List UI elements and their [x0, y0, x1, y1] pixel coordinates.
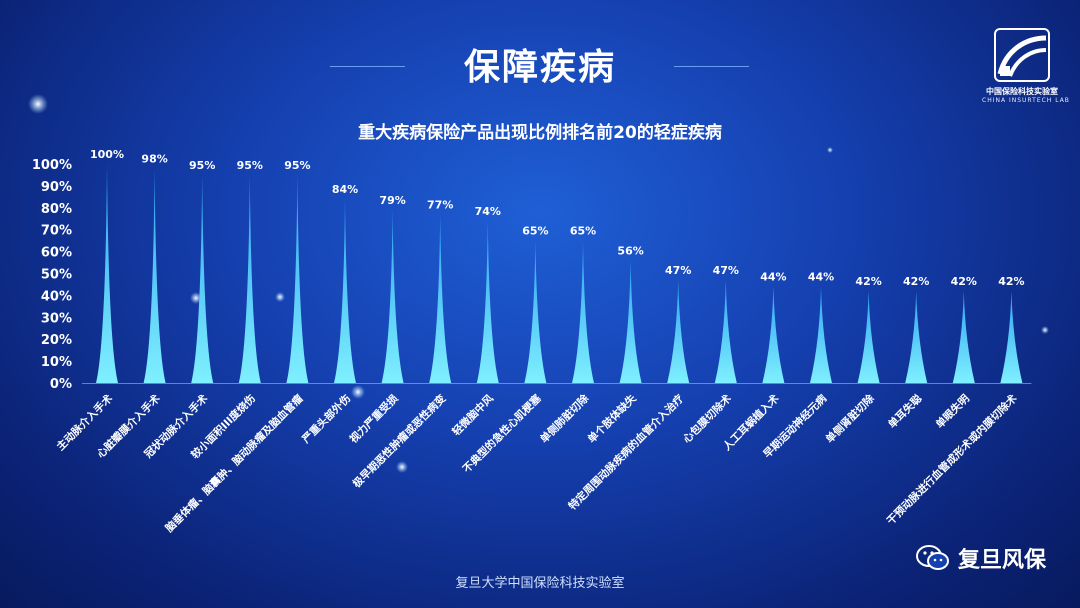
y-tick-label: 30% [41, 311, 72, 326]
data-label: 42% [998, 275, 1024, 288]
page-title: 保障疾病 [463, 47, 616, 88]
y-tick-label: 10% [41, 355, 72, 370]
title-right-line [674, 66, 749, 67]
sparkle-decoration [351, 385, 365, 399]
bar [952, 291, 975, 383]
sparkle-decoration [1041, 326, 1049, 334]
x-tick-label: 单侧肺脏切除 [537, 392, 591, 446]
y-tick-label: 40% [41, 289, 72, 304]
sparkle-decoration [275, 292, 285, 302]
bar [619, 260, 642, 383]
lab-logo: 中国保险科技实验室 CHINA INSURTECH LAB [982, 28, 1070, 104]
data-label: 65% [522, 225, 548, 238]
y-tick-label: 90% [41, 180, 72, 195]
sparkle-decoration [190, 292, 202, 304]
bar [905, 291, 928, 383]
bar [191, 174, 214, 383]
lab-logo-mark [994, 28, 1050, 82]
x-tick-label: 视力严重受损 [347, 392, 401, 446]
chart-title: 重大疾病保险产品出现比例排名前20的轻症疾病 [358, 123, 722, 143]
wechat-account: 复旦风保 [915, 542, 1046, 574]
data-label: 56% [617, 244, 643, 257]
bar [810, 286, 832, 383]
sparkle-decoration [827, 147, 833, 153]
data-label: 47% [713, 264, 739, 277]
bar [667, 280, 690, 383]
data-label: 74% [475, 205, 501, 218]
bar [524, 240, 547, 383]
bar [857, 291, 880, 383]
data-label: 42% [951, 275, 977, 288]
logo-en-text: CHINA INSURTECH LAB [982, 97, 1070, 104]
sparkle-decoration [396, 461, 408, 473]
data-label: 47% [665, 264, 691, 277]
y-tick-label: 60% [41, 246, 72, 261]
bar [143, 168, 166, 383]
y-tick-label: 100% [32, 158, 72, 173]
data-label: 100% [90, 148, 124, 161]
x-tick-label: 严重头部外伤 [299, 392, 353, 446]
data-label: 44% [760, 271, 786, 284]
x-tick-label: 不典型的急性心肌梗塞 [460, 392, 544, 476]
title-left-line [330, 66, 405, 67]
data-label: 44% [808, 271, 834, 284]
bar [762, 286, 785, 383]
wechat-icon [915, 545, 949, 570]
bar [572, 240, 594, 383]
footer-text: 复旦大学中国保险科技实验室 [455, 576, 625, 591]
data-label: 95% [237, 159, 263, 172]
data-label: 98% [141, 152, 167, 165]
bar [476, 220, 499, 383]
data-label: 65% [570, 225, 596, 238]
x-tick-label: 单眼失明 [933, 392, 972, 431]
logo-cn-text: 中国保险科技实验室 [986, 87, 1058, 96]
bar [238, 174, 261, 383]
x-tick-label: 单耳失聪 [885, 392, 924, 431]
bar [286, 174, 309, 383]
data-label: 95% [284, 159, 310, 172]
wechat-name: 复旦风保 [957, 548, 1046, 573]
bar [334, 199, 356, 383]
data-label: 42% [855, 275, 881, 288]
y-tick-label: 50% [41, 268, 72, 283]
sparkle-decoration [28, 94, 48, 114]
bar [381, 209, 404, 383]
y-tick-label: 0% [50, 377, 72, 392]
x-tick-label: 单侧肾脏切除 [823, 392, 877, 446]
x-tick-label: 单个肢体缺失 [585, 392, 639, 446]
y-tick-label: 70% [41, 224, 72, 239]
data-label: 95% [189, 159, 215, 172]
y-tick-label: 20% [41, 333, 72, 348]
data-label: 77% [427, 198, 453, 211]
x-tick-label: 轻微脑中风 [450, 392, 497, 439]
data-label: 79% [379, 194, 405, 207]
data-label: 84% [332, 183, 358, 196]
data-label: 42% [903, 275, 929, 288]
bar [714, 280, 737, 383]
bar [1000, 291, 1023, 383]
bar [96, 164, 118, 383]
x-tick-label: 极早期恶性肿瘤或恶性病变 [350, 392, 449, 491]
x-tick-label: 心包膜切除术 [680, 392, 734, 446]
bar [429, 214, 452, 383]
y-tick-label: 80% [41, 202, 72, 217]
